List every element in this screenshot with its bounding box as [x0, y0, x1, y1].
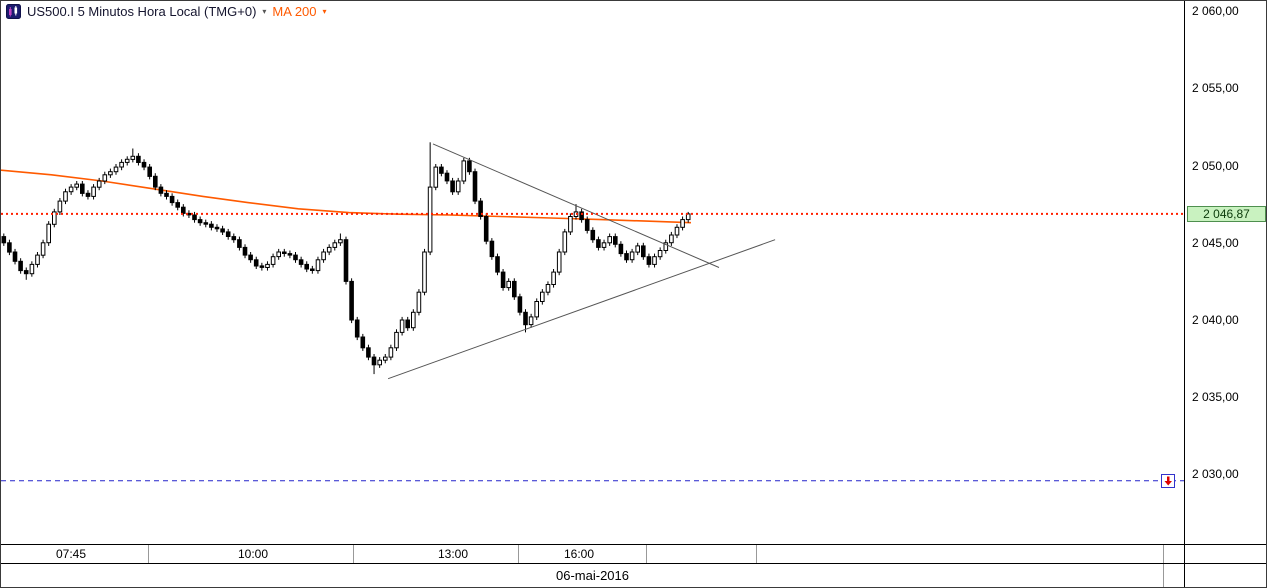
price-axis-label: 2 060,00 [1192, 4, 1239, 19]
indicator-ma200-label[interactable]: MA 200 [272, 4, 317, 19]
date-axis-separator [1163, 564, 1164, 587]
price-axis-label: 2 055,00 [1192, 81, 1239, 96]
time-axis-label: 10:00 [237, 547, 269, 561]
time-axis-separator [1163, 545, 1164, 563]
time-axis-separator [646, 545, 647, 563]
date-axis: 06-mai-2016 [1, 563, 1266, 587]
trendline [387, 239, 776, 380]
trendline [432, 143, 720, 268]
axis-corner-divider [1184, 544, 1185, 587]
time-axis-label: 16:00 [563, 547, 595, 561]
price-axis-label: 2 030,00 [1192, 467, 1239, 482]
chart-legend: US500.I 5 Minutos Hora Local (TMG+0) ▾ M… [6, 4, 327, 19]
instrument-title[interactable]: US500.I 5 Minutos Hora Local (TMG+0) [27, 4, 257, 19]
date-label: 06-mai-2016 [556, 568, 629, 583]
last-price-tag: 2 046,87 [1187, 205, 1266, 222]
time-axis-separator [148, 545, 149, 563]
price-axis[interactable]: 2 046,87 2 060,00 2 055,00 2 050,00 2 045,0… [1184, 1, 1266, 544]
time-axis[interactable]: 07:45 10:00 13:00 16:00 [1, 544, 1266, 563]
time-axis-label: 07:45 [55, 547, 87, 561]
hlines-layer[interactable] [1, 212, 1184, 482]
time-axis-separator [756, 545, 757, 563]
chevron-down-icon[interactable]: ▾ [322, 6, 327, 16]
time-axis-label: 13:00 [437, 547, 469, 561]
sell-stop-marker-icon[interactable] [1161, 473, 1176, 489]
instrument-icon [6, 4, 21, 19]
ma200-line[interactable] [1, 169, 692, 224]
price-chart-plot-area[interactable] [1, 1, 1184, 544]
time-axis-separator [518, 545, 519, 563]
time-axis-separator [353, 545, 354, 563]
price-axis-label: 2 050,00 [1192, 158, 1239, 173]
price-chart-canvas[interactable] [1, 1, 1184, 544]
price-axis-label: 2 045,00 [1192, 235, 1239, 250]
price-axis-label: 2 040,00 [1192, 313, 1239, 327]
candles-layer [1, 142, 691, 375]
chevron-down-icon[interactable]: ▾ [262, 6, 267, 16]
price-axis-label: 2 035,00 [1192, 390, 1239, 405]
trendlines-layer[interactable] [387, 143, 776, 380]
